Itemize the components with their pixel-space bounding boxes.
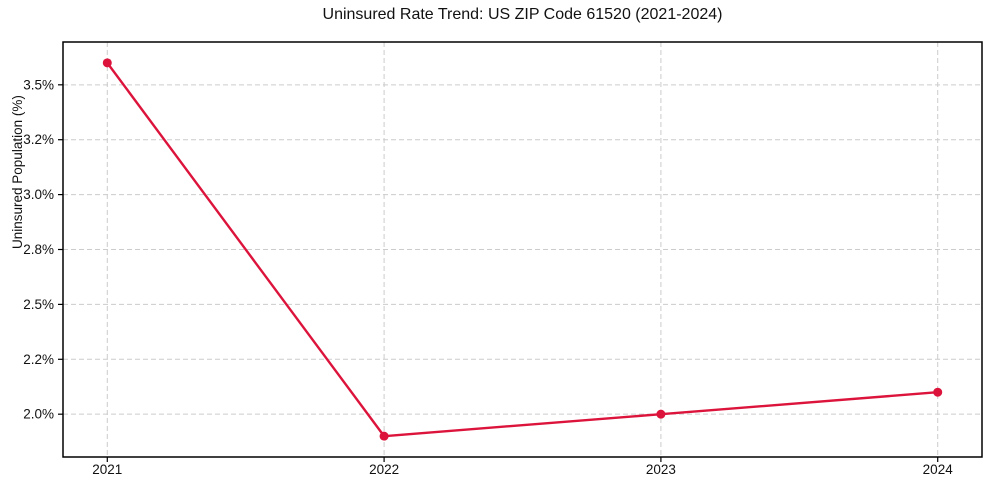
data-point-2024 [933,387,943,397]
data-point-2022 [379,431,389,441]
y-tick-label: 3.0% [23,187,54,202]
data-point-2023 [656,409,666,419]
y-axis-label: Uninsured Population (%) [10,95,25,249]
data-point-2021 [102,58,112,68]
x-tick-label: 2024 [923,462,954,477]
x-tick-label: 2023 [646,462,676,477]
trend-line [106,61,939,438]
y-tick-label: 3.2% [23,132,54,147]
y-tick-label: 2.0% [23,407,54,422]
y-tick-label: 2.8% [23,242,54,257]
y-tick-label: 2.2% [23,352,54,367]
x-tick-label: 2021 [92,462,122,477]
chart-title: Uninsured Rate Trend: US ZIP Code 61520 … [322,6,723,23]
y-tick-label: 3.5% [23,77,54,92]
y-tick-label: 2.5% [23,297,54,312]
x-tick-label: 2022 [369,462,399,477]
